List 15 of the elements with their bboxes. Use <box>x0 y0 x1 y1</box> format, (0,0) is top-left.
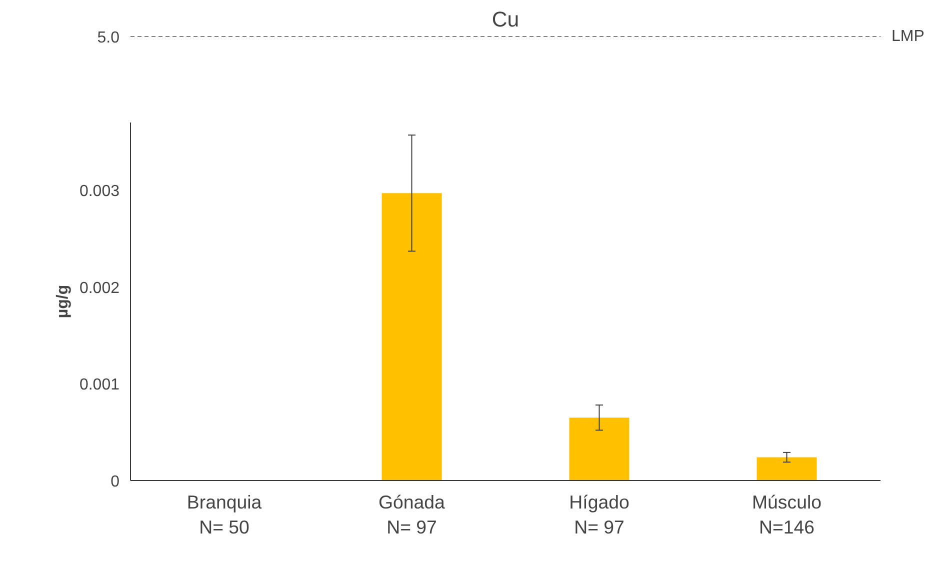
text: LMP <box>892 28 924 45</box>
text: 5.0 <box>97 30 120 46</box>
x-tick-label: Músculo N=146 <box>752 492 822 538</box>
bar <box>756 457 817 480</box>
y-tick-label: 0.002 <box>79 280 120 297</box>
y-axis-title: µg/g <box>54 284 72 318</box>
y-tick-label: 0.001 <box>79 376 120 394</box>
x-tick-label: Gónada N= 97 <box>378 492 446 538</box>
bar <box>569 418 630 480</box>
text: Cu <box>492 8 520 32</box>
y-tick-label: 0.003 <box>79 183 120 200</box>
x-tick-label: Hígado N= 97 <box>569 492 630 538</box>
y-tick-label: 0 <box>110 474 120 490</box>
bar <box>382 193 442 480</box>
x-tick-label: Branquia N= 50 <box>186 492 262 538</box>
